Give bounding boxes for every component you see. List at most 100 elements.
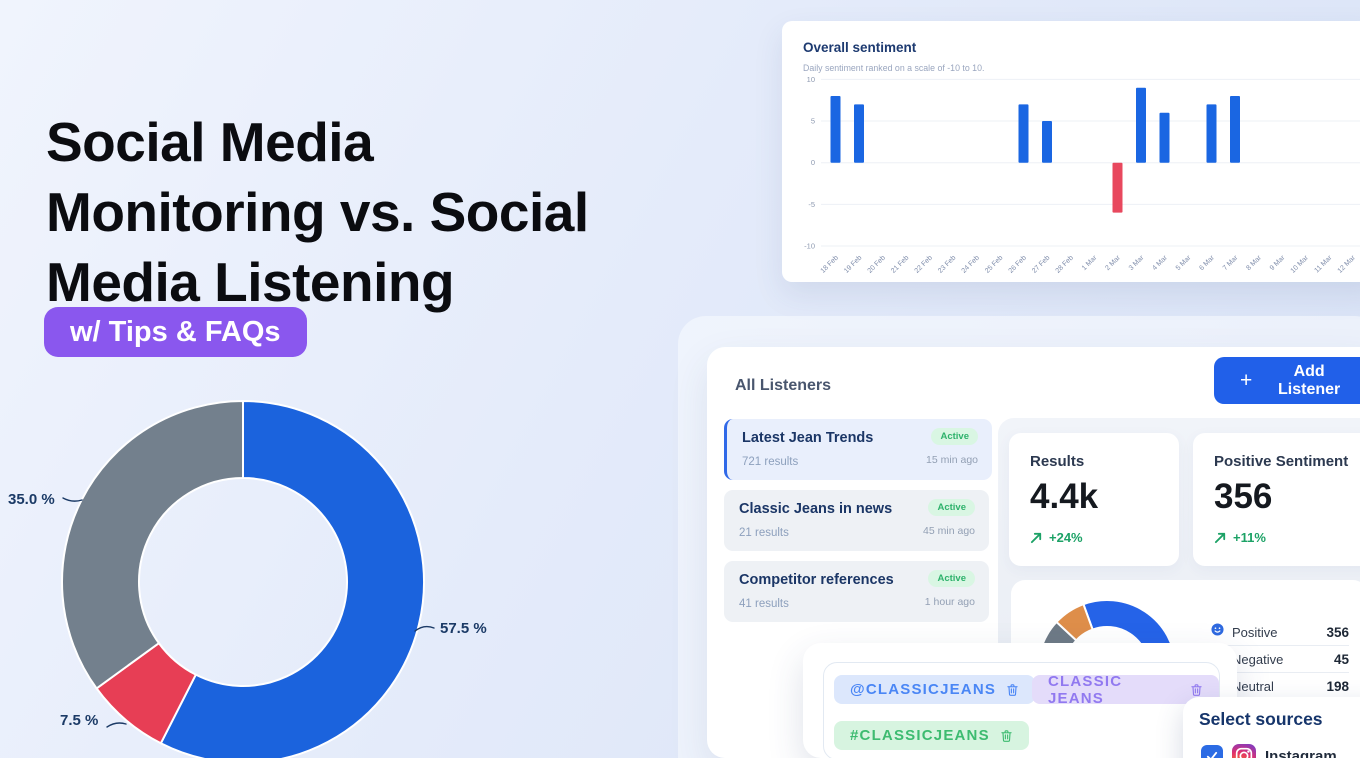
title-line: Social Media — [46, 110, 374, 173]
donut-label-red: 7.5 % — [60, 712, 99, 729]
y-tick-label: 0 — [811, 158, 815, 167]
status-badge: Active — [928, 570, 975, 587]
legend-label: Neutral — [1232, 678, 1274, 694]
x-tick-label: 12 Mar — [1337, 254, 1358, 275]
x-tick-label: 5 Mar — [1175, 254, 1193, 272]
sentiment-bar-3-mar — [1136, 87, 1146, 163]
legend-value: 356 — [1326, 624, 1349, 640]
x-tick-label: 7 Mar — [1222, 254, 1240, 272]
trend-up-icon — [1214, 532, 1226, 544]
donut-tick-gray — [62, 497, 83, 502]
x-tick-label: 6 Mar — [1198, 254, 1216, 272]
x-tick-label: 25 Feb — [984, 254, 1004, 274]
sentiment-card-subtitle: Daily sentiment ranked on a scale of -10… — [803, 63, 985, 73]
all-listeners-heading: All Listeners — [735, 377, 832, 394]
select-sources-title: Select sources — [1199, 709, 1323, 729]
donut-segment-57-5- — [159, 399, 425, 758]
stat-delta-value: +24% — [1049, 530, 1083, 545]
keyword-text: @CLASSICJEANS — [850, 681, 997, 698]
check-icon — [1206, 751, 1218, 758]
x-tick-label: 2 Mar — [1104, 254, 1122, 272]
listener-item[interactable]: Latest Jean Trends 721 results Active 15 mi… — [724, 419, 992, 480]
sentiment-bar-18-feb — [830, 96, 841, 163]
source-checkbox[interactable] — [1201, 745, 1223, 758]
listener-timestamp: 1 hour ago — [924, 596, 975, 608]
sentiment-bar-7-mar — [1230, 96, 1240, 163]
donut-label-gray: 35.0 % — [8, 491, 55, 508]
title-line: Media Listening — [46, 250, 455, 313]
listener-results: 41 results — [739, 598, 789, 610]
overall-sentiment-card: Overall sentiment Daily sentiment ranked… — [782, 21, 1360, 282]
sentiment-bar-6-mar — [1206, 104, 1217, 163]
plus-icon: + — [1240, 369, 1253, 392]
listener-timestamp: 15 min ago — [926, 454, 978, 466]
y-tick-label: -10 — [804, 242, 815, 251]
instagram-icon — [1232, 744, 1256, 758]
x-tick-label: 10 Mar — [1290, 254, 1311, 275]
sentiment-bar-26-feb — [1018, 104, 1029, 163]
sentiment-bar-2-mar — [1112, 162, 1123, 213]
donut-segment-negative — [1055, 602, 1094, 642]
legend-value: 198 — [1326, 678, 1349, 694]
donut-tick-red — [106, 722, 127, 728]
x-tick-label: 8 Mar — [1245, 254, 1263, 272]
listener-item[interactable]: Competitor references 41 results Active 1 h… — [724, 561, 989, 622]
sentiment-card-title: Overall sentiment — [803, 40, 917, 55]
listener-results: 721 results — [742, 456, 799, 468]
stat-delta-value: +11% — [1233, 530, 1266, 545]
keywords-card: @CLASSICJEANS CLASSIC JEANS #CLASSICJEANS — [803, 643, 1237, 758]
donut-label-blue: 57.5 % — [440, 620, 487, 637]
x-tick-label: 18 Feb — [820, 254, 840, 274]
y-tick-label: -5 — [808, 200, 815, 209]
listener-results: 21 results — [739, 527, 789, 539]
stat-value: 4.4k — [1030, 477, 1099, 516]
keyword-chip: #CLASSICJEANS — [834, 721, 1029, 750]
select-sources-card: Select sources Instagram — [1183, 697, 1360, 758]
sentiment-bar-19-feb — [854, 104, 864, 163]
stat-label: Positive Sentiment — [1214, 453, 1349, 470]
trend-up-icon — [1030, 532, 1042, 544]
legend-label: Negative — [1232, 651, 1284, 667]
y-tick-label: 5 — [811, 117, 815, 126]
stat-card-results: Results 4.4k +24% — [1009, 433, 1179, 566]
hero-badge: w/ Tips & FAQs — [44, 307, 307, 357]
source-row-instagram[interactable]: Instagram — [1201, 744, 1337, 758]
listener-timestamp: 45 min ago — [923, 525, 975, 537]
add-listener-button[interactable]: + Add Listener — [1214, 357, 1360, 404]
legend-value: 45 — [1333, 651, 1349, 667]
status-badge: Active — [928, 499, 975, 516]
stat-value: 356 — [1214, 477, 1273, 516]
sentiment-legend: Positive 356 Negative 45 Neutral 198 — [1211, 619, 1349, 699]
stat-label: Results — [1030, 453, 1085, 470]
page-title: Social Media Monitoring vs. Social Media L… — [46, 107, 589, 317]
listener-name: Latest Jean Trends — [742, 430, 874, 446]
legend-row-positive: Positive 356 — [1211, 619, 1349, 645]
source-label: Instagram — [1265, 747, 1337, 758]
trash-icon[interactable] — [1190, 683, 1203, 697]
positive-face-icon — [1211, 623, 1224, 641]
donut-segment-35-0- — [61, 399, 244, 690]
x-tick-label: 20 Feb — [867, 254, 887, 274]
add-listener-label: Add Listener — [1278, 362, 1341, 398]
hero-donut-chart — [61, 399, 425, 758]
x-tick-label: 28 Feb — [1055, 254, 1075, 274]
stat-card-positive-sentiment: Positive Sentiment 356 +11% — [1193, 433, 1360, 566]
donut-tick-blue — [414, 625, 435, 632]
keyword-chip: CLASSIC JEANS — [1032, 673, 1219, 707]
title-line: Monitoring vs. Social — [46, 180, 589, 243]
stat-delta: +24% — [1030, 530, 1083, 545]
keywords-container: @CLASSICJEANS CLASSIC JEANS #CLASSICJEANS — [823, 662, 1220, 758]
x-tick-label: 1 Mar — [1081, 254, 1099, 272]
x-tick-label: 11 Mar — [1313, 254, 1333, 274]
x-tick-label: 27 Feb — [1031, 254, 1051, 274]
x-tick-label: 19 Feb — [843, 254, 863, 274]
x-tick-label: 9 Mar — [1269, 254, 1287, 272]
x-tick-label: 26 Feb — [1008, 254, 1028, 274]
x-tick-label: 22 Feb — [914, 254, 934, 274]
trash-icon[interactable] — [1000, 729, 1013, 743]
sentiment-bar-4-mar — [1159, 112, 1170, 163]
listener-item[interactable]: Classic Jeans in news 21 results Active 45 … — [724, 490, 989, 551]
trash-icon[interactable] — [1006, 683, 1019, 697]
